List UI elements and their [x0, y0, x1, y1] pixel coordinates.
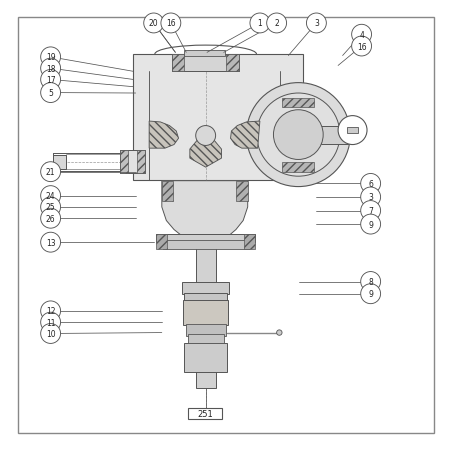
Polygon shape: [230, 122, 259, 149]
Circle shape: [256, 94, 339, 177]
Bar: [226, 55, 238, 72]
Circle shape: [161, 14, 180, 34]
Bar: [120, 151, 144, 174]
Bar: [185, 324, 225, 336]
Circle shape: [276, 330, 281, 336]
Bar: [162, 241, 248, 249]
Text: 10: 10: [46, 329, 55, 338]
Bar: [184, 293, 226, 302]
Circle shape: [360, 174, 380, 194]
Bar: [184, 51, 225, 56]
Text: 16: 16: [166, 19, 175, 28]
Bar: [320, 126, 347, 144]
Text: 2: 2: [274, 19, 278, 28]
Circle shape: [143, 14, 163, 34]
Text: 17: 17: [46, 76, 55, 85]
Circle shape: [41, 209, 60, 229]
Bar: [183, 301, 228, 326]
Circle shape: [266, 14, 286, 34]
Text: 5: 5: [48, 89, 53, 98]
Circle shape: [41, 83, 60, 103]
Circle shape: [273, 110, 322, 160]
Text: 7: 7: [368, 207, 372, 216]
Polygon shape: [189, 136, 221, 168]
Text: 3: 3: [368, 193, 372, 202]
Text: 19: 19: [46, 53, 55, 62]
Text: 16: 16: [356, 42, 366, 51]
Polygon shape: [149, 122, 178, 149]
Bar: [171, 55, 238, 72]
Bar: [236, 181, 247, 202]
Circle shape: [41, 233, 60, 253]
Text: 11: 11: [46, 318, 55, 327]
Circle shape: [246, 83, 350, 187]
Text: 4: 4: [359, 31, 363, 40]
Circle shape: [41, 59, 60, 79]
Circle shape: [360, 201, 380, 221]
Bar: [156, 235, 167, 249]
Bar: [136, 151, 144, 174]
Circle shape: [351, 37, 371, 57]
Bar: [184, 343, 226, 372]
Text: 21: 21: [46, 168, 55, 177]
Text: 9: 9: [368, 220, 372, 229]
Circle shape: [360, 215, 380, 235]
Bar: [120, 151, 128, 174]
Text: 26: 26: [46, 214, 55, 223]
Text: 12: 12: [46, 307, 55, 316]
Circle shape: [195, 126, 215, 146]
Text: 8: 8: [368, 277, 372, 286]
Bar: [282, 162, 313, 172]
Bar: [346, 128, 357, 133]
Bar: [282, 98, 313, 108]
Circle shape: [41, 301, 60, 321]
Bar: [187, 335, 223, 344]
Text: 18: 18: [46, 64, 55, 74]
Text: 25: 25: [46, 203, 55, 212]
FancyBboxPatch shape: [188, 408, 221, 419]
Text: 251: 251: [197, 409, 212, 418]
Circle shape: [41, 48, 60, 68]
Bar: [133, 55, 302, 180]
Bar: [171, 55, 184, 72]
Circle shape: [360, 188, 380, 207]
Bar: [195, 248, 215, 388]
Bar: [244, 235, 255, 249]
Circle shape: [41, 198, 60, 217]
Circle shape: [41, 162, 60, 182]
Text: 1: 1: [257, 19, 262, 28]
Text: 24: 24: [46, 192, 55, 201]
Polygon shape: [161, 181, 247, 239]
Circle shape: [41, 324, 60, 344]
Circle shape: [41, 186, 60, 206]
Bar: [53, 156, 65, 169]
Circle shape: [360, 272, 380, 292]
Circle shape: [306, 14, 326, 34]
Circle shape: [351, 25, 371, 45]
Bar: [182, 283, 229, 294]
Text: 9: 9: [368, 290, 372, 299]
Text: 13: 13: [46, 238, 55, 247]
Text: 3: 3: [313, 19, 318, 28]
Circle shape: [41, 313, 60, 332]
Bar: [156, 235, 255, 243]
Circle shape: [41, 70, 60, 90]
Bar: [161, 181, 173, 202]
Text: 20: 20: [148, 19, 158, 28]
Circle shape: [337, 116, 366, 145]
Circle shape: [249, 14, 269, 34]
Text: 6: 6: [368, 179, 372, 189]
Circle shape: [360, 284, 380, 304]
